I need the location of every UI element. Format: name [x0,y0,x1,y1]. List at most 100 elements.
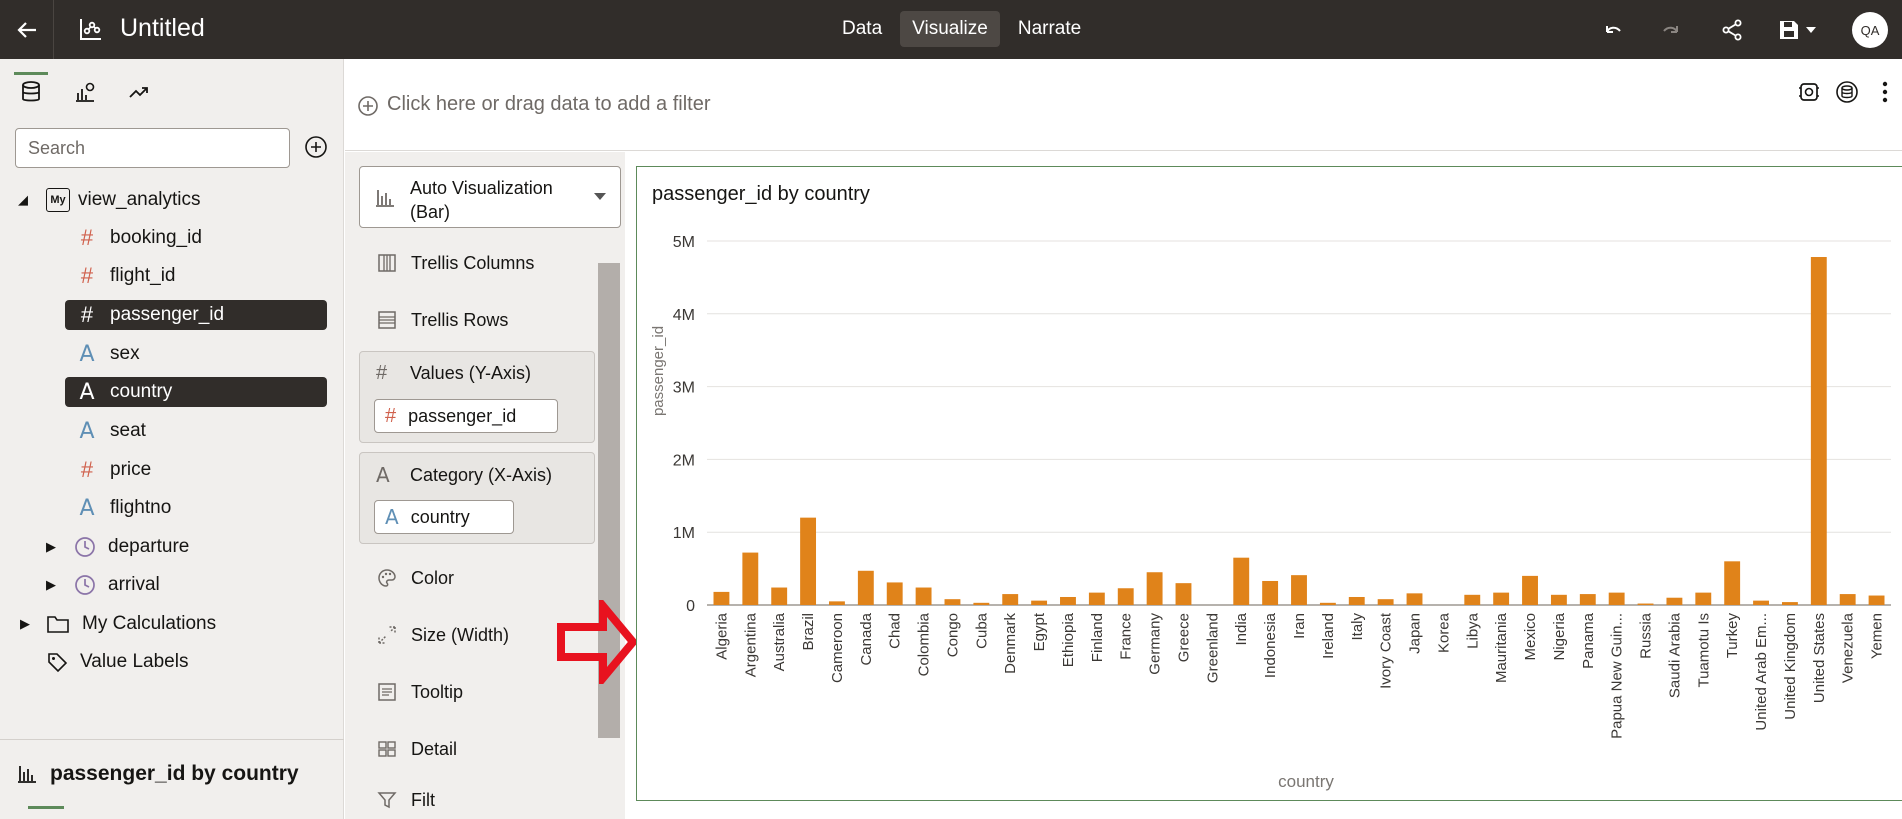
add-data-icon[interactable] [304,135,328,159]
clock-icon [75,575,95,595]
field-booking-id[interactable]: # booking_id [74,223,202,253]
visualization-tab[interactable]: passenger_id by country [0,739,344,819]
my-calculations-row[interactable]: ▶ My Calculations [20,609,216,639]
tab-narrate[interactable]: Narrate [1017,18,1082,39]
bar[interactable] [1060,596,1076,605]
search-input[interactable] [15,128,290,168]
bar[interactable] [742,552,759,605]
values-y-axis-dropzone[interactable]: # Values (Y-Axis) # passenger_id [359,351,595,443]
detail-row[interactable]: Detail [375,734,457,764]
x-tick-label: Ethiopia [1060,612,1077,667]
more-options-button[interactable] [1872,79,1898,105]
collapse-icon[interactable]: ◢ [18,192,28,207]
category-x-axis-dropzone[interactable]: A Category (X-Axis) A country [359,452,595,544]
add-filter-icon[interactable] [357,95,379,117]
bar[interactable] [1695,592,1712,605]
expand-icon[interactable]: ▶ [46,577,56,592]
bar[interactable] [857,570,874,605]
auto-insights-button[interactable] [1796,79,1822,105]
bar[interactable] [1406,593,1423,605]
detail-label: Detail [411,738,458,759]
size-row[interactable]: Size (Width) [375,620,509,650]
bar[interactable] [1377,599,1394,605]
bar[interactable] [1117,588,1134,605]
avatar[interactable]: QA [1852,12,1888,48]
bar[interactable] [1319,602,1336,605]
bar[interactable] [1868,595,1885,605]
data-actions-button[interactable] [1834,79,1860,105]
bar[interactable] [1666,597,1683,605]
chart-canvas[interactable]: passenger_id by country 0 1M 2M 3M 4M 5M Alge… [636,166,1902,801]
bar[interactable] [1839,594,1856,605]
save-menu-button[interactable] [1762,0,1832,59]
values-pill[interactable]: # passenger_id [374,399,558,433]
field-seat[interactable]: A seat [74,416,145,446]
field-label: arrival [108,574,160,595]
color-row[interactable]: Color [375,563,454,593]
dataset-label: view_analytics [78,189,201,210]
bar[interactable] [1464,594,1481,605]
viz-type-line2: (Bar) [410,202,450,222]
y-tick-label: 4M [673,307,695,324]
tooltip-row[interactable]: Tooltip [375,677,463,707]
workbook-title[interactable]: Untitled [120,14,205,42]
trellis-columns-row[interactable]: Trellis Columns [375,248,534,278]
tab-data-elements[interactable] [14,72,48,109]
bar[interactable] [973,602,990,605]
field-flight-id[interactable]: # flight_id [74,261,176,291]
bar[interactable] [1781,602,1798,605]
bar[interactable] [1753,600,1769,605]
x-tick-label: Nigeria [1551,612,1568,660]
dataset-row[interactable]: ◢ My view_analytics [18,185,201,215]
bar[interactable] [1493,592,1510,605]
back-button[interactable] [0,0,54,59]
add-filter-prompt[interactable]: Click here or drag data to add a filter [387,93,711,115]
trellis-rows-row[interactable]: Trellis Rows [375,305,508,335]
bar[interactable] [1724,561,1741,605]
bar[interactable] [829,601,845,605]
bar[interactable] [800,517,817,605]
bar[interactable] [1088,592,1105,605]
undo-button[interactable] [1582,0,1642,59]
bar[interactable] [1579,594,1596,605]
bar[interactable] [771,587,788,605]
tab-visualize[interactable]: Visualize [900,11,1000,47]
filter-row[interactable]: Filt [375,790,435,819]
bar[interactable] [1637,603,1654,605]
bar[interactable] [1233,557,1250,605]
dataset-icon: My [46,188,70,212]
bar[interactable] [1348,596,1365,605]
bar[interactable] [886,582,903,605]
field-price[interactable]: # price [74,455,151,485]
bar[interactable] [1146,572,1163,605]
bar[interactable] [915,587,932,605]
field-departure[interactable]: ▶ departure [46,532,189,562]
x-tick-label: United States [1811,613,1828,703]
bar[interactable] [1810,257,1827,605]
field-flightno[interactable]: A flightno [74,493,171,523]
category-pill[interactable]: A country [374,500,514,534]
expand-icon[interactable]: ▶ [46,539,56,554]
value-labels-row[interactable]: Value Labels [46,647,188,677]
bar[interactable] [713,591,730,605]
bar[interactable] [1175,583,1192,605]
field-country[interactable]: A country [65,377,327,407]
bar[interactable] [1522,575,1538,605]
tab-analytics[interactable] [122,75,156,109]
expand-icon[interactable]: ▶ [20,616,30,631]
bar[interactable] [1550,594,1567,605]
redo-button[interactable] [1642,0,1702,59]
share-button[interactable] [1702,0,1762,59]
field-arrival[interactable]: ▶ arrival [46,570,160,600]
bar[interactable] [1262,580,1279,605]
field-passenger-id[interactable]: # passenger_id [65,300,327,330]
bar[interactable] [1031,600,1048,605]
viz-type-selector[interactable]: Auto Visualization (Bar) [359,166,621,228]
bar[interactable] [1608,592,1625,605]
tab-data[interactable]: Data [842,18,883,39]
field-sex[interactable]: A sex [74,339,139,369]
bar[interactable] [1291,575,1307,605]
bar[interactable] [944,599,961,605]
bar[interactable] [1002,594,1019,605]
tab-visualizations[interactable] [68,75,102,109]
